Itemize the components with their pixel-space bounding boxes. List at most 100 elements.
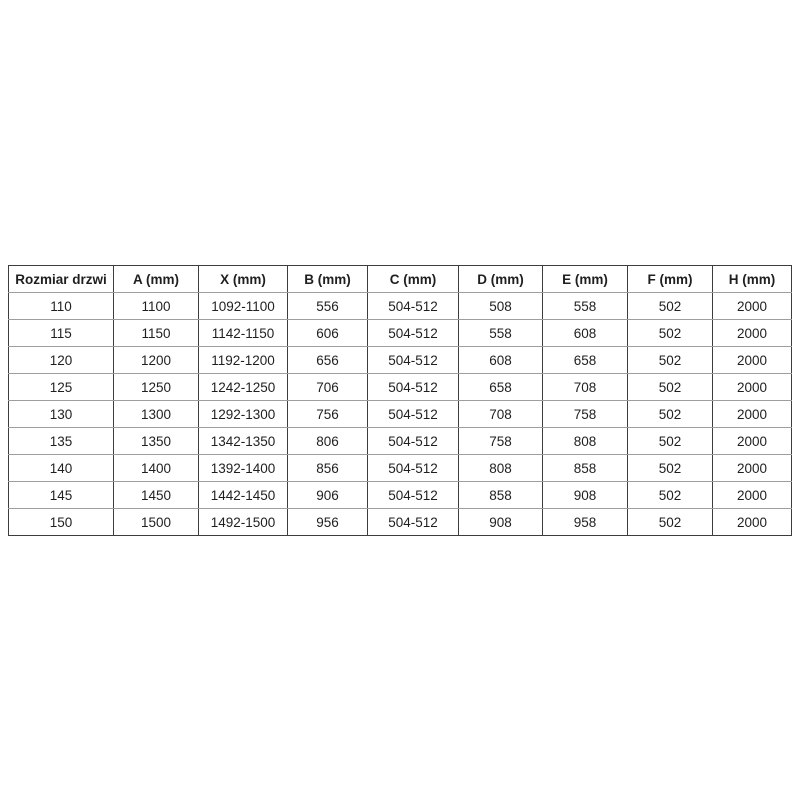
column-header-b-mm: B (mm) [287,265,368,293]
table-cell: 502 [627,454,713,482]
table-cell: 502 [627,292,713,320]
table-cell: 1242-1250 [198,373,288,401]
table-cell: 135 [8,427,114,455]
table-cell: 606 [287,319,368,347]
column-header-a-mm: A (mm) [113,265,199,293]
table-cell: 706 [287,373,368,401]
table-cell: 504-512 [367,346,459,374]
table-cell: 1442-1450 [198,481,288,509]
table-cell: 140 [8,454,114,482]
table-cell: 2000 [712,346,792,374]
table-cell: 1492-1500 [198,508,288,536]
table-cell: 502 [627,319,713,347]
table-cell: 1092-1100 [198,292,288,320]
table-cell: 758 [458,427,543,455]
table-cell: 1292-1300 [198,400,288,428]
table-cell: 858 [458,481,543,509]
table-cell: 1342-1350 [198,427,288,455]
table-cell: 150 [8,508,114,536]
table-cell: 1250 [113,373,199,401]
table-cell: 808 [458,454,543,482]
column-header-c-mm: C (mm) [367,265,459,293]
table-cell: 502 [627,427,713,455]
table-cell: 504-512 [367,454,459,482]
table-cell: 656 [287,346,368,374]
table-cell: 958 [542,508,628,536]
table-cell: 508 [458,292,543,320]
table-row: 140 1400 1392-1400 856 504-512 808 858 502 2000 [8,454,792,482]
table-cell: 608 [542,319,628,347]
table-cell: 806 [287,427,368,455]
table-cell: 1192-1200 [198,346,288,374]
table-body: 110 1100 1092-1100 556 504-512 508 558 502 2000 1… [8,292,792,536]
table-cell: 125 [8,373,114,401]
table-cell: 120 [8,346,114,374]
table-cell: 1350 [113,427,199,455]
table-cell: 908 [458,508,543,536]
table-cell: 1392-1400 [198,454,288,482]
table-cell: 908 [542,481,628,509]
table-row: 130 1300 1292-1300 756 504-512 708 758 502 2000 [8,400,792,428]
table-cell: 504-512 [367,400,459,428]
table-cell: 608 [458,346,543,374]
table-cell: 2000 [712,427,792,455]
table-cell: 502 [627,508,713,536]
table-cell: 2000 [712,454,792,482]
table-cell: 856 [287,454,368,482]
table-row: 145 1450 1442-1450 906 504-512 858 908 502 2000 [8,481,792,509]
table-cell: 2000 [712,373,792,401]
table-cell: 756 [287,400,368,428]
table-header-row: Rozmiar drzwi A (mm) X (mm) B (mm) C (mm… [8,265,792,293]
column-header-e-mm: E (mm) [542,265,628,293]
table-cell: 558 [458,319,543,347]
table-cell: 708 [458,400,543,428]
table-row: 120 1200 1192-1200 656 504-512 608 658 502 2000 [8,346,792,374]
table-cell: 2000 [712,319,792,347]
table-cell: 502 [627,400,713,428]
table-cell: 2000 [712,400,792,428]
table-cell: 658 [542,346,628,374]
table-row: 125 1250 1242-1250 706 504-512 658 708 502 2000 [8,373,792,401]
table-cell: 145 [8,481,114,509]
table-cell: 556 [287,292,368,320]
table-cell: 110 [8,292,114,320]
table-cell: 130 [8,400,114,428]
table-cell: 1142-1150 [198,319,288,347]
table-cell: 1100 [113,292,199,320]
table-cell: 504-512 [367,373,459,401]
table-cell: 1450 [113,481,199,509]
table-cell: 504-512 [367,319,459,347]
column-header-h-mm: H (mm) [712,265,792,293]
table-cell: 1150 [113,319,199,347]
table-cell: 906 [287,481,368,509]
table-cell: 1400 [113,454,199,482]
table-row: 110 1100 1092-1100 556 504-512 508 558 502 2000 [8,292,792,320]
table-cell: 1300 [113,400,199,428]
table-cell: 115 [8,319,114,347]
table-cell: 504-512 [367,292,459,320]
table-cell: 558 [542,292,628,320]
door-size-spec-table: Rozmiar drzwi A (mm) X (mm) B (mm) C (mm… [8,265,792,536]
column-header-rozmiar-drzwi: Rozmiar drzwi [8,265,114,293]
table-cell: 858 [542,454,628,482]
column-header-x-mm: X (mm) [198,265,288,293]
column-header-d-mm: D (mm) [458,265,543,293]
table-row: 115 1150 1142-1150 606 504-512 558 608 502 2000 [8,319,792,347]
table-cell: 502 [627,373,713,401]
table-cell: 956 [287,508,368,536]
table-cell: 808 [542,427,628,455]
table-cell: 504-512 [367,427,459,455]
table-cell: 1200 [113,346,199,374]
column-header-f-mm: F (mm) [627,265,713,293]
table-cell: 758 [542,400,628,428]
table-cell: 504-512 [367,481,459,509]
table-cell: 708 [542,373,628,401]
table-row: 150 1500 1492-1500 956 504-512 908 958 502 2000 [8,508,792,536]
table-cell: 504-512 [367,508,459,536]
table-row: 135 1350 1342-1350 806 504-512 758 808 502 2000 [8,427,792,455]
table-cell: 2000 [712,508,792,536]
table-cell: 658 [458,373,543,401]
table-cell: 2000 [712,481,792,509]
table-cell: 2000 [712,292,792,320]
